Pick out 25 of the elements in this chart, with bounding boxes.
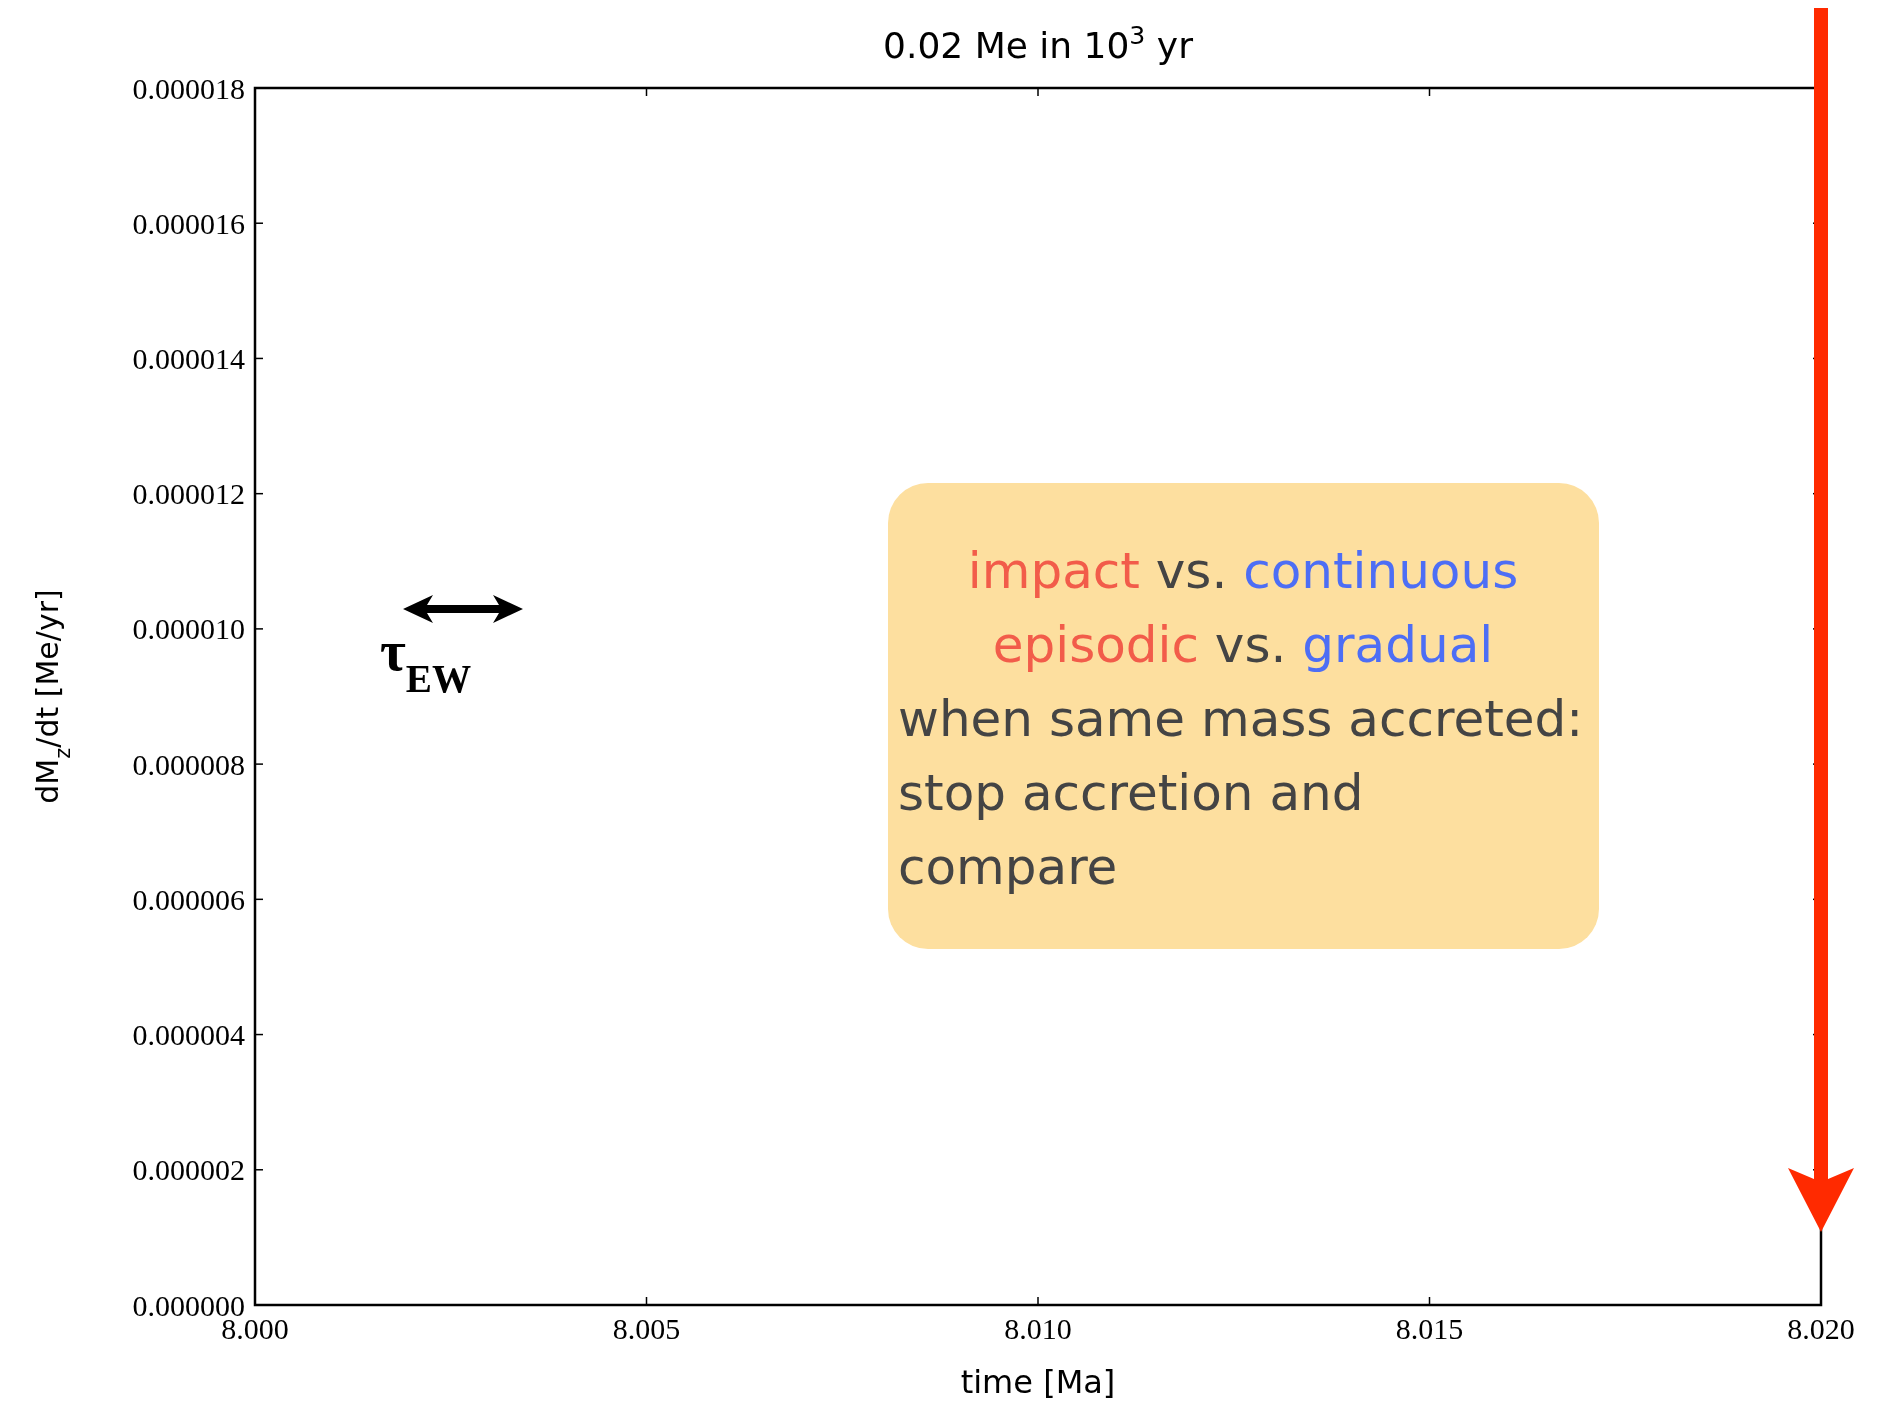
chart-title: 0.02 Me in 10$^{3}$ yr <box>883 20 1194 66</box>
annotation: gradual <box>1286 616 1494 674</box>
y-tick-label: 0.000018 <box>132 71 245 105</box>
annotation: episodic <box>992 616 1199 674</box>
annotation: compare <box>898 838 1118 896</box>
x-tick-label: 8.010 <box>1004 1312 1072 1345</box>
annotation: when same mass accreted: <box>898 690 1584 748</box>
x-tick-label: 8.005 <box>612 1312 681 1345</box>
annotation: vs. <box>1198 616 1287 674</box>
annotation: impact <box>967 542 1140 600</box>
y-tick-label: 0.000012 <box>132 477 245 511</box>
y-tick-label: 0.000006 <box>132 882 245 916</box>
x-tick-label: 8.015 <box>1395 1312 1464 1345</box>
y-tick-label: 0.000016 <box>132 206 245 240</box>
x-tick-label: 8.020 <box>1787 1312 1855 1345</box>
y-tick-label: 0.000002 <box>132 1153 245 1187</box>
y-tick-label: 0.000010 <box>132 612 245 646</box>
y-tick-label: 0.000008 <box>132 747 245 781</box>
annotation: stop accretion and <box>898 764 1364 822</box>
annotation: vs. <box>1139 542 1228 600</box>
x-axis-title: time [Ma] <box>960 1363 1116 1401</box>
annotation: continuous <box>1227 542 1519 600</box>
annotation: τ$_{EW}$ <box>380 620 472 700</box>
y-tick-label: 0.000004 <box>132 1018 245 1052</box>
y-tick-label: 0.000014 <box>132 341 245 375</box>
